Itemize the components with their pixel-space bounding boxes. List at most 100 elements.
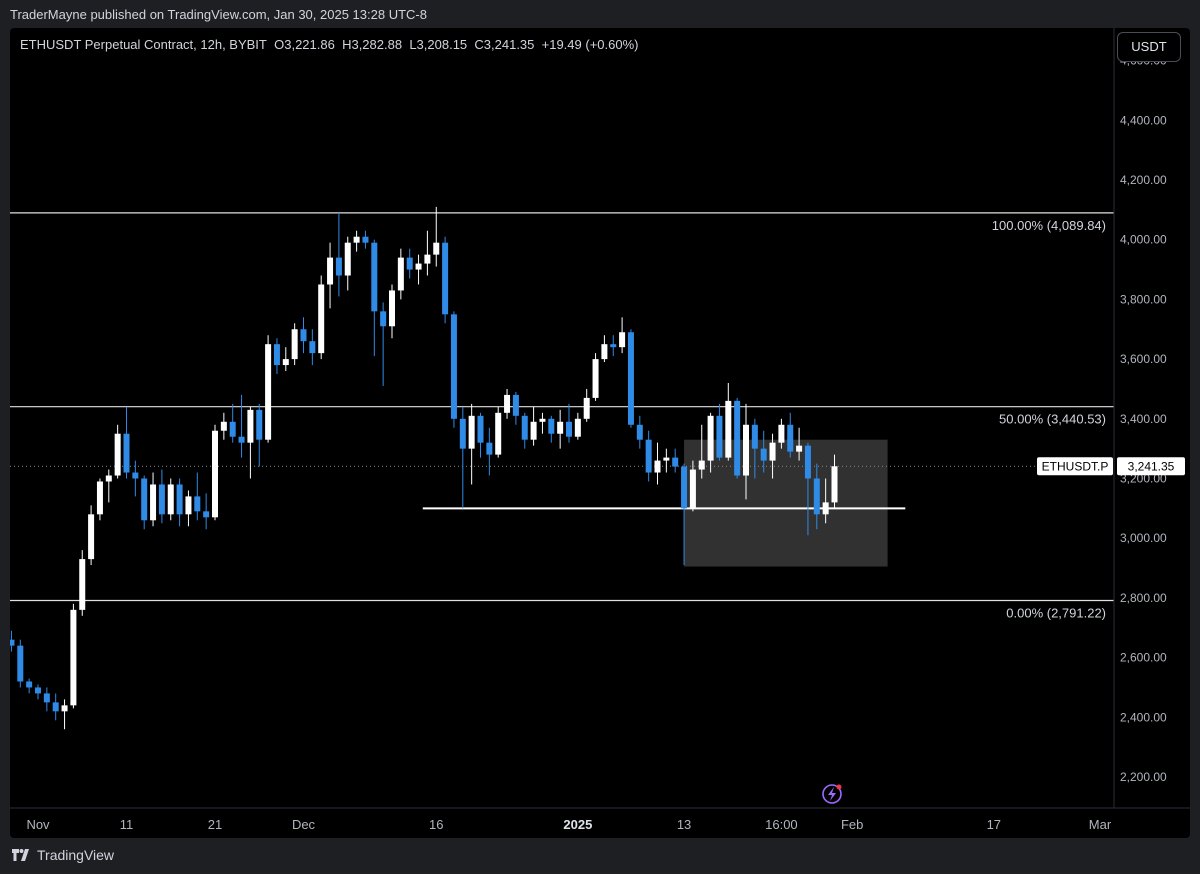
- low-value: 3,208.15: [416, 37, 468, 52]
- candle-body: [141, 478, 148, 521]
- candle-body: [380, 311, 387, 327]
- price-chart[interactable]: 100.00% (4,089.84) 50.00% (3,440.53) 0.00%…: [10, 28, 1190, 838]
- fib-level-label: 0.00% (2,791.22): [1006, 606, 1106, 621]
- candle-body: [43, 693, 50, 703]
- time-tick-label: 17: [987, 817, 1001, 832]
- candle-body: [397, 257, 404, 291]
- candle-body: [548, 418, 555, 434]
- fib-level-label: 50.00% (3,440.53): [999, 412, 1106, 427]
- candle-body: [681, 466, 688, 509]
- candle-body: [96, 481, 103, 515]
- time-tick-label: 11: [120, 817, 134, 832]
- open-label: O: [274, 37, 285, 52]
- candle-body: [539, 418, 546, 422]
- candle-body: [185, 496, 192, 515]
- candle-body: [566, 421, 572, 437]
- candle-body: [406, 257, 413, 270]
- last-price-badge: [1117, 457, 1185, 476]
- lightning-icon: [822, 784, 842, 804]
- candle-body: [796, 445, 803, 452]
- candle-body: [176, 484, 183, 515]
- price-tick-label: 2,400.00: [1120, 710, 1167, 724]
- candle-body: [716, 415, 723, 458]
- candle-body: [309, 341, 316, 354]
- low-label: L: [409, 37, 417, 52]
- candle-body: [468, 415, 475, 449]
- candle-body: [167, 484, 174, 515]
- candle-body: [725, 400, 732, 458]
- candle-body: [79, 559, 86, 610]
- candle-body: [512, 394, 519, 416]
- candle-body: [813, 478, 820, 515]
- candle-body: [698, 460, 705, 470]
- candle-body: [273, 344, 280, 366]
- candle-body: [282, 359, 289, 366]
- candle-body: [822, 502, 829, 515]
- price-tick-label: 3,600.00: [1120, 352, 1167, 366]
- candle-body: [220, 421, 227, 431]
- high-label: H: [342, 37, 352, 52]
- candle-body: [35, 687, 41, 694]
- lightning-icon-ring: [822, 784, 842, 804]
- candle-body: [486, 442, 493, 455]
- candle-body: [804, 445, 811, 479]
- candle-body: [636, 424, 643, 440]
- price-tick-label: 3,400.00: [1120, 412, 1167, 426]
- candle-body: [371, 242, 378, 312]
- candle-body: [459, 418, 466, 449]
- symbol-title: ETHUSDT Perpetual Contract, 12h, BYBIT: [20, 37, 267, 52]
- candle-body: [265, 344, 272, 440]
- price-tick-label: 4,200.00: [1120, 173, 1167, 187]
- candle-body: [778, 424, 785, 443]
- candle-body: [672, 457, 679, 467]
- currency-button[interactable]: USDT: [1117, 32, 1181, 62]
- price-tick-label: 4,400.00: [1120, 113, 1167, 127]
- candle-body: [291, 329, 298, 360]
- candle-body: [70, 609, 77, 706]
- candle-body: [158, 484, 165, 515]
- candle-body: [645, 439, 652, 473]
- candle-body: [353, 236, 360, 243]
- candle-body: [362, 236, 369, 243]
- time-tick-label: Dec: [292, 817, 316, 832]
- candle-body: [583, 397, 590, 419]
- candle-body: [114, 433, 121, 476]
- symbol-badge-label: ETHUSDT.P: [1042, 459, 1109, 473]
- price-tick-label: 2,800.00: [1120, 591, 1167, 605]
- candle-body: [504, 394, 511, 413]
- price-tick-label: 2,200.00: [1120, 770, 1167, 784]
- candle-body: [450, 314, 457, 419]
- candle-body: [557, 421, 564, 434]
- time-tick-label: Feb: [841, 817, 863, 832]
- candle-body: [212, 430, 218, 518]
- publish-info: TraderMayne published on TradingView.com…: [10, 7, 427, 22]
- symbol-badge: [1037, 457, 1113, 476]
- candle-body: [105, 475, 112, 482]
- candle-body: [203, 511, 210, 518]
- chart-panel[interactable]: 100.00% (4,089.84) 50.00% (3,440.53) 0.00%…: [10, 28, 1190, 838]
- candle-body: [495, 412, 502, 455]
- time-tick-label: 21: [208, 817, 222, 832]
- candle-body: [601, 344, 608, 360]
- candle-body: [327, 257, 334, 285]
- candle-body: [734, 400, 741, 476]
- candle-body: [751, 424, 758, 449]
- price-tick-label: 4,000.00: [1120, 233, 1167, 247]
- symbol-legend: ETHUSDT Perpetual Contract, 12h, BYBIT O…: [20, 37, 638, 52]
- candle-body: [627, 332, 634, 425]
- price-tick-label: 3,800.00: [1120, 292, 1167, 306]
- candle-body: [256, 409, 263, 440]
- candle-body: [10, 639, 15, 646]
- candle-body: [229, 421, 236, 437]
- candle-body: [150, 484, 157, 521]
- candle-body: [415, 263, 422, 270]
- footer-brand[interactable]: TradingView: [10, 847, 114, 863]
- candle-body: [663, 457, 670, 461]
- fib-level-label: 100.00% (4,089.84): [992, 218, 1106, 233]
- candle-body: [521, 415, 528, 440]
- time-tick-label: 13: [677, 817, 691, 832]
- candle-body: [592, 359, 599, 398]
- candle-body: [619, 332, 626, 348]
- candle-body: [831, 466, 838, 503]
- candle-body: [88, 514, 95, 560]
